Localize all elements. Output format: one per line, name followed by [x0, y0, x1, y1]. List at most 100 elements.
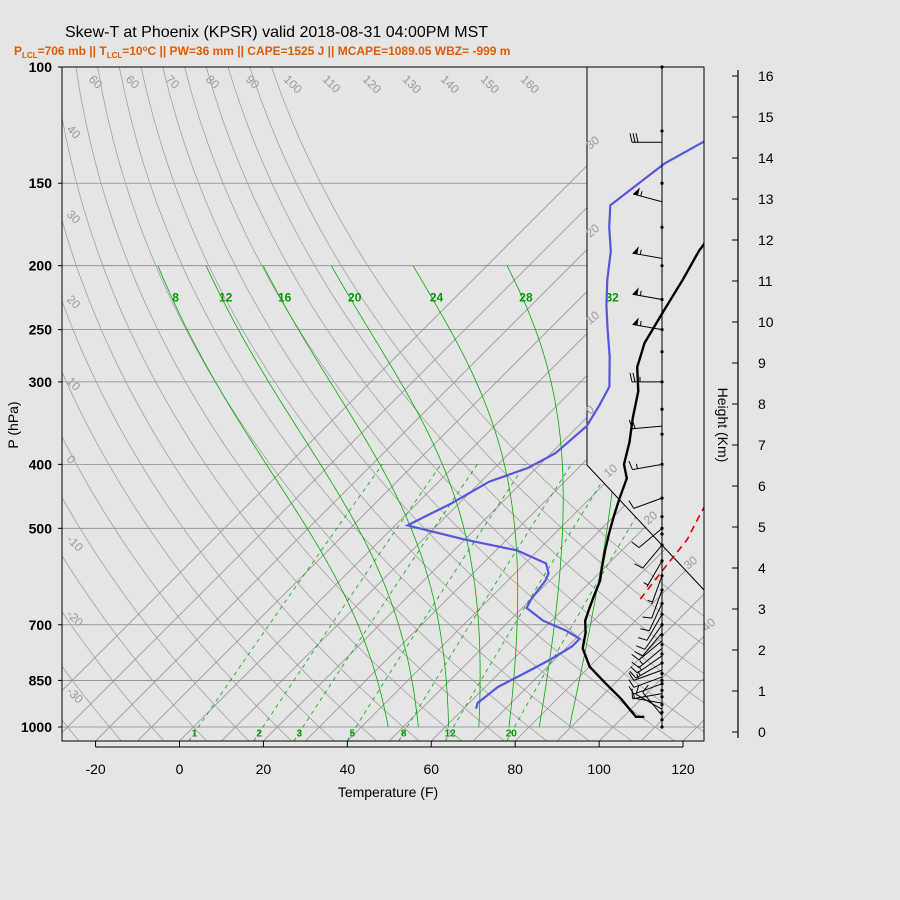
- isotherm-160: [851, 67, 900, 741]
- mixing-ratio-20: [506, 464, 669, 741]
- x-axis: -20 0 20 40 60 80 100 120: [85, 741, 695, 777]
- isotherm-label-left: 30: [64, 207, 84, 227]
- p-tick-label: 200: [29, 258, 53, 274]
- wind-barb: [643, 560, 663, 588]
- isotherm-80: [514, 551, 704, 741]
- moist-adiabats: [157, 265, 620, 728]
- isotherm-10: [221, 257, 704, 741]
- mixing-ratio-label: 12: [445, 729, 457, 740]
- level-marker: [660, 725, 664, 729]
- isotherm-label-top: 60: [86, 72, 106, 92]
- moist-adiabat-label: 24: [430, 291, 444, 305]
- level-marker: [660, 407, 664, 411]
- height-tick-label: 8: [758, 396, 766, 412]
- height-axis-title: Height (Km): [715, 388, 731, 463]
- background-lines: [62, 67, 900, 741]
- height-tick-label: 7: [758, 437, 766, 453]
- mixing-ratio-label: 2: [256, 729, 262, 740]
- moist-adiabat-24: [412, 265, 519, 728]
- dry-adiabat-100: [140, 67, 633, 741]
- temperature-profile: [581, 242, 704, 718]
- wind-barb: [634, 544, 663, 569]
- x-tick-label: 0: [176, 761, 184, 777]
- isotherm--40: [62, 67, 686, 692]
- dry-adiabat--10: [62, 611, 165, 741]
- dry-adiabat-40: [62, 300, 378, 741]
- moist-adiabat-label: 28: [519, 291, 533, 305]
- level-marker: [660, 181, 664, 185]
- wind-panel-border: [586, 67, 705, 591]
- height-tick-label: 15: [758, 109, 774, 125]
- wind-barb: [628, 419, 663, 430]
- p-tick-label: 500: [29, 520, 53, 536]
- dry-adiabat-10: [62, 496, 250, 741]
- isotherm-140: [767, 67, 900, 741]
- mixing-ratio-3: [293, 464, 478, 741]
- moist-adiabat-label: 8: [172, 291, 179, 305]
- x-tick-label: 80: [507, 761, 523, 777]
- mixing-ratio-label: 20: [506, 729, 518, 740]
- isotherm--10: [137, 174, 704, 741]
- dewpoint-profile: [404, 140, 704, 709]
- dry-adiabat-160: [271, 67, 704, 617]
- p-tick-label: 700: [29, 617, 53, 633]
- p-tick-label: 150: [29, 175, 53, 191]
- level-marker: [660, 703, 664, 707]
- level-marker: [660, 532, 664, 536]
- p-tick-label: 250: [29, 322, 53, 338]
- height-tick-label: 12: [758, 232, 774, 248]
- mixing-ratio-labels: 1 2 3 5 8 12 208 12 16 20 24 28 32: [172, 291, 619, 740]
- mixing-ratio-8: [398, 464, 572, 741]
- level-marker: [660, 718, 664, 722]
- moist-adiabat-12: [205, 265, 419, 728]
- profiles: [404, 140, 704, 718]
- wind-barb: [632, 287, 663, 300]
- dry-adiabat-0: [62, 555, 207, 741]
- wind-barb: [630, 655, 663, 674]
- height-tick-label: 9: [758, 355, 766, 371]
- wind-barb: [628, 669, 663, 681]
- height-tick-label: 0: [758, 724, 766, 740]
- height-tick-label: 1: [758, 683, 766, 699]
- level-marker: [660, 129, 664, 133]
- isotherm-label-left: -20: [64, 607, 86, 629]
- wind-barb: [636, 624, 663, 650]
- wind-barb: [647, 575, 663, 605]
- moist-adiabat-label: 32: [605, 291, 619, 305]
- wind-barb: [640, 603, 663, 632]
- moist-adiabat-16: [262, 265, 449, 727]
- wind-barb: [632, 187, 663, 203]
- mixing-ratio-label: 1: [192, 729, 198, 740]
- height-tick-label: 5: [758, 519, 766, 535]
- mixing-ratio-12: [444, 464, 614, 741]
- moist-adiabat-20: [331, 265, 481, 728]
- wind-barb: [629, 133, 662, 143]
- wind-barb: [631, 688, 663, 704]
- wind-barb: [632, 246, 663, 259]
- level-marker: [660, 678, 664, 683]
- isotherm-label-top: 90: [243, 72, 263, 92]
- isotherm-label-left: 40: [64, 122, 84, 142]
- wind-barb: [632, 693, 663, 700]
- wind-barb: [628, 460, 663, 471]
- dry-adiabat-140: [227, 67, 704, 675]
- wind-barb: [628, 676, 663, 688]
- isotherm-label-top: 160: [518, 72, 542, 96]
- level-marker: [660, 350, 664, 354]
- isotherm-label-left: -30: [64, 684, 86, 706]
- moist-adiabat-label: 20: [348, 291, 362, 305]
- wind-barb: [638, 614, 663, 641]
- isotherm-label-top: 60: [123, 72, 143, 92]
- isotherm-label-left: 20: [64, 292, 84, 312]
- level-marker: [660, 432, 664, 436]
- level-marker: [660, 642, 664, 647]
- pressure-axis: 100 150 200 250 300 400 500 700 850 1000: [21, 59, 62, 735]
- height-tick-label: 3: [758, 601, 766, 617]
- dry-adiabat-50: [62, 219, 420, 741]
- dry-adiabat-120: [184, 67, 704, 733]
- wind-barb: [642, 589, 663, 619]
- isobars: [62, 67, 704, 728]
- x-tick-label: -20: [85, 761, 105, 777]
- isotherm-0: [179, 215, 704, 741]
